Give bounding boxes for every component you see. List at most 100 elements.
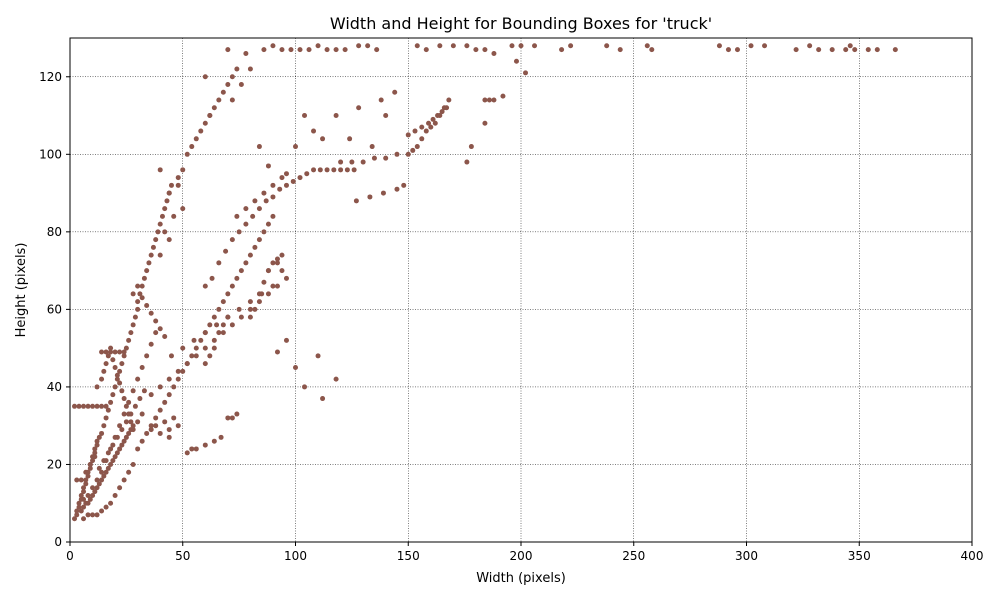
data-point xyxy=(72,516,78,522)
data-point xyxy=(265,221,271,227)
data-point xyxy=(202,283,208,289)
data-point xyxy=(426,120,432,126)
data-point xyxy=(214,322,220,328)
data-point xyxy=(414,144,420,150)
data-point xyxy=(829,47,835,53)
data-point xyxy=(250,213,256,219)
data-point xyxy=(405,132,411,138)
data-point xyxy=(252,198,258,204)
data-point xyxy=(90,458,96,464)
data-point xyxy=(135,419,141,425)
data-point xyxy=(236,229,242,235)
data-point xyxy=(146,260,152,266)
chart-title: Width and Height for Bounding Boxes for … xyxy=(330,14,712,33)
data-point xyxy=(112,492,118,498)
y-tick-label: 40 xyxy=(47,380,62,394)
data-point xyxy=(180,206,186,212)
y-tick-label: 60 xyxy=(47,302,62,316)
data-point xyxy=(464,43,470,49)
data-point xyxy=(108,345,114,351)
data-point xyxy=(220,299,226,305)
data-point xyxy=(123,419,129,425)
data-point xyxy=(748,43,754,49)
data-point xyxy=(144,430,150,436)
data-point xyxy=(293,144,298,150)
data-point xyxy=(83,477,89,483)
data-point xyxy=(261,279,267,285)
data-point xyxy=(99,430,105,436)
data-point xyxy=(347,136,353,142)
data-point xyxy=(166,434,172,440)
data-point xyxy=(108,461,114,467)
data-point xyxy=(290,178,296,184)
data-point xyxy=(166,392,172,398)
data-point xyxy=(85,403,91,409)
data-point xyxy=(96,434,102,440)
data-point xyxy=(189,446,195,452)
data-point xyxy=(180,345,186,351)
data-point xyxy=(99,349,105,355)
data-point xyxy=(189,353,195,359)
data-point xyxy=(342,47,348,53)
data-point xyxy=(225,47,231,53)
data-point xyxy=(317,167,323,173)
data-point xyxy=(293,365,298,371)
data-point xyxy=(191,337,197,343)
data-point xyxy=(81,496,87,502)
data-point xyxy=(139,295,145,301)
data-point xyxy=(432,120,438,126)
data-point xyxy=(121,349,127,355)
data-point xyxy=(423,47,429,53)
data-point xyxy=(532,43,538,49)
data-point xyxy=(126,411,132,417)
data-point xyxy=(99,403,105,409)
data-point xyxy=(439,109,445,115)
data-point xyxy=(123,403,129,409)
data-point xyxy=(306,47,312,53)
data-point xyxy=(513,58,519,64)
data-point xyxy=(130,427,136,433)
data-point xyxy=(394,151,400,157)
data-point xyxy=(148,341,154,347)
data-point xyxy=(414,43,420,49)
data-point xyxy=(383,113,389,119)
data-point xyxy=(261,190,267,196)
x-tick-label: 200 xyxy=(510,549,533,563)
data-point xyxy=(211,438,217,444)
data-point xyxy=(139,411,145,417)
data-point xyxy=(367,194,373,200)
data-point xyxy=(229,97,235,103)
y-tick-label: 0 xyxy=(54,535,62,549)
data-point xyxy=(209,275,215,281)
data-point xyxy=(207,113,213,119)
data-point xyxy=(130,388,136,394)
data-point xyxy=(247,66,253,72)
data-point xyxy=(234,66,240,72)
data-point xyxy=(333,47,339,53)
data-point xyxy=(491,51,497,57)
data-point xyxy=(101,423,107,429)
data-point xyxy=(85,492,91,498)
data-point xyxy=(247,252,253,258)
data-point xyxy=(762,43,768,49)
data-point xyxy=(94,403,100,409)
data-point xyxy=(78,492,84,498)
data-point xyxy=(437,43,443,49)
data-point xyxy=(716,43,722,49)
data-point xyxy=(103,469,109,475)
x-tick-label: 0 xyxy=(66,549,74,563)
data-point xyxy=(216,330,222,336)
data-point xyxy=(76,504,82,510)
data-point xyxy=(450,43,456,49)
data-point xyxy=(130,322,136,328)
data-point xyxy=(162,334,168,340)
data-point xyxy=(184,361,190,367)
data-point xyxy=(166,190,172,196)
data-point xyxy=(256,144,262,150)
data-point xyxy=(283,275,289,281)
data-point xyxy=(135,306,141,312)
data-point xyxy=(157,252,163,258)
data-point xyxy=(261,47,267,53)
data-point xyxy=(220,330,226,336)
data-point xyxy=(139,283,145,289)
